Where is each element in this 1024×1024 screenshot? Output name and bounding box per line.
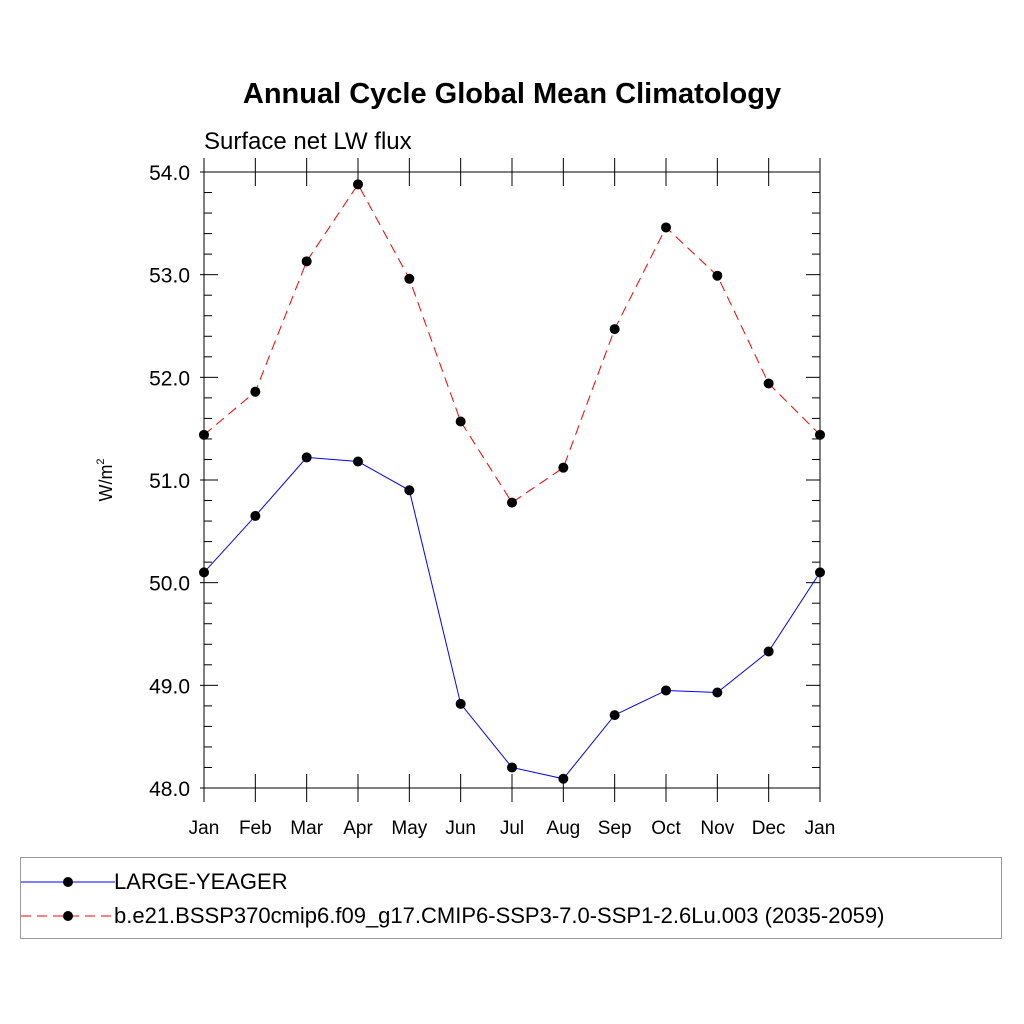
x-tick-label: Apr	[343, 818, 373, 839]
y-tick-label: 49.0	[149, 675, 190, 698]
x-tick-label: Nov	[700, 818, 734, 839]
data-point-0	[301, 452, 312, 463]
data-point-1	[661, 222, 671, 233]
y-tick-label: 48.0	[149, 778, 190, 801]
legend: LARGE-YEAGER b.e21.BSSP370cmip6.f09_g17.…	[20, 857, 1002, 939]
data-point-1	[199, 429, 209, 440]
x-tick-label: May	[391, 818, 427, 839]
line-chart: 48.0 49.0 50.0 51.0 52.0 53.0 54.0 Jan Feb Mar Ap…	[95, 158, 836, 839]
data-point-1	[353, 179, 363, 190]
data-point-1	[455, 416, 466, 427]
data-point-0	[455, 698, 466, 709]
y-axis-label: W/m2	[95, 458, 116, 501]
data-point-0	[661, 685, 671, 696]
y-axis-label-text: W/m	[96, 465, 116, 502]
y-tick-labels: 48.0 49.0 50.0 51.0 52.0 53.0 54.0	[149, 162, 190, 801]
x-tick-label: Feb	[239, 818, 272, 839]
data-point-0	[558, 773, 569, 784]
legend-marker-1	[21, 911, 115, 921]
legend-item-0: LARGE-YEAGER	[21, 866, 1001, 898]
legend-label-1: b.e21.BSSP370cmip6.f09_g17.CMIP6-SSP3-7.…	[114, 903, 885, 928]
legend-label-0: LARGE-YEAGER	[114, 869, 288, 894]
x-tick-label: Dec	[752, 818, 786, 839]
x-tick-label: Jul	[500, 818, 524, 839]
x-tick-label: Aug	[546, 818, 580, 839]
data-point-0	[507, 762, 517, 773]
data-point-0	[250, 510, 261, 521]
data-point-1	[815, 429, 825, 440]
y-tick-label: 54.0	[149, 162, 190, 185]
y-tick-label: 52.0	[149, 367, 190, 390]
data-point-1	[404, 273, 415, 284]
x-tick-label: Jan	[805, 818, 836, 839]
data-point-0	[353, 456, 363, 467]
data-point-1	[609, 324, 620, 335]
x-tick-labels: Jan Feb Mar Apr May Jun Jul Aug Sep Oct Nov Dec Jan	[189, 818, 836, 839]
data-point-0	[763, 646, 774, 657]
series-group	[199, 179, 825, 784]
data-point-1	[763, 378, 774, 389]
legend-marker-0	[21, 877, 115, 887]
chart-title: Annual Cycle Global Mean Climatology	[242, 78, 782, 110]
data-point-0	[199, 567, 209, 578]
y-tick-label: 50.0	[149, 573, 190, 596]
y-axis-label-superscript: 2	[95, 458, 107, 464]
data-point-1	[507, 497, 517, 508]
series-line-1	[203, 183, 821, 504]
plot-frame	[203, 171, 821, 789]
chart-subtitle: Surface net LW flux	[204, 128, 412, 155]
data-point-0	[815, 567, 825, 578]
y-tick-label: 51.0	[149, 470, 190, 493]
x-tick-label: Jun	[445, 818, 476, 839]
data-point-0	[712, 687, 723, 698]
x-tick-label: Jan	[189, 818, 220, 839]
x-tick-label: Sep	[598, 818, 632, 839]
x-tick-label: Mar	[290, 818, 323, 839]
data-point-0	[609, 710, 620, 721]
y-tick-label: 53.0	[149, 265, 190, 288]
data-point-1	[250, 386, 261, 397]
data-point-1	[301, 256, 312, 267]
data-point-1	[712, 270, 723, 281]
legend-item-1: b.e21.BSSP370cmip6.f09_g17.CMIP6-SSP3-7.…	[21, 900, 1001, 932]
axis-ticks	[200, 158, 821, 802]
data-point-1	[558, 462, 569, 473]
x-tick-label: Oct	[651, 818, 681, 839]
data-point-0	[404, 485, 415, 496]
